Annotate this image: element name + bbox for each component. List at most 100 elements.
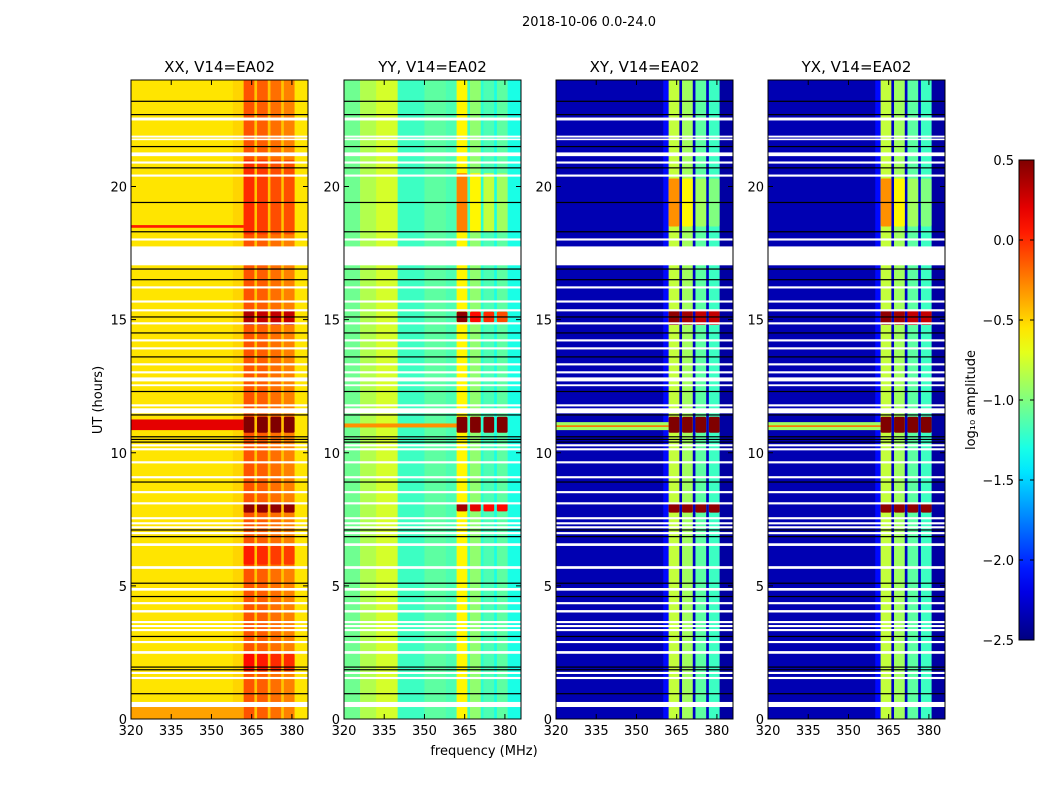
flagged-row bbox=[131, 543, 308, 546]
flagged-row bbox=[768, 339, 945, 342]
heatmap-column bbox=[706, 80, 710, 719]
x-tick-label: 350 bbox=[412, 724, 437, 739]
row-boundary-line bbox=[344, 481, 521, 483]
row-boundary-line bbox=[344, 438, 521, 441]
flagged-row bbox=[344, 377, 521, 382]
flagged-row bbox=[131, 522, 308, 525]
x-tick-label: 335 bbox=[159, 724, 184, 739]
y-tick-label: 10 bbox=[323, 447, 340, 462]
flagged-row bbox=[131, 135, 308, 138]
flagged-row bbox=[768, 408, 945, 414]
rfi-burst bbox=[283, 416, 295, 433]
heatmap-column bbox=[232, 80, 244, 719]
flagged-row bbox=[131, 152, 308, 157]
heatmap-column bbox=[880, 80, 892, 719]
row-boundary-line bbox=[556, 438, 733, 441]
rfi-burst bbox=[257, 545, 268, 565]
row-boundary-line bbox=[131, 693, 308, 695]
row-boundary-line bbox=[768, 536, 945, 538]
colorbar-tick-label: −2.0 bbox=[982, 554, 1014, 569]
flagged-row bbox=[344, 522, 521, 525]
figure-title: 2018-10-06 0.0-24.0 bbox=[522, 15, 656, 30]
flagged-row bbox=[344, 309, 521, 312]
rfi-burst bbox=[668, 503, 680, 513]
row-boundary-line bbox=[131, 145, 308, 148]
flagged-row bbox=[131, 651, 308, 654]
flagged-row bbox=[131, 444, 308, 447]
row-boundary-line bbox=[556, 100, 733, 102]
x-tick-label: 380 bbox=[704, 724, 729, 739]
flagged-row bbox=[556, 671, 733, 675]
x-tick-label: 320 bbox=[119, 724, 144, 739]
flagged-row bbox=[556, 621, 733, 624]
rfi-burst bbox=[920, 503, 932, 513]
flagged-row bbox=[768, 138, 945, 141]
flagged-row bbox=[344, 363, 521, 366]
row-boundary-line bbox=[556, 316, 733, 318]
row-boundary-line bbox=[556, 582, 733, 584]
row-boundary-line bbox=[768, 693, 945, 695]
colorbar-tick-label: −1.0 bbox=[982, 394, 1014, 409]
flagged-row bbox=[768, 347, 945, 350]
flagged-row bbox=[131, 363, 308, 366]
rfi-burst bbox=[708, 416, 720, 433]
row-boundary-line bbox=[131, 114, 308, 116]
rfi-burst bbox=[257, 416, 268, 433]
rfi-burst bbox=[894, 416, 905, 433]
flagged-row bbox=[131, 300, 308, 303]
flagged-row bbox=[344, 384, 521, 387]
flagged-row bbox=[556, 377, 733, 382]
row-boundary-line bbox=[556, 231, 733, 233]
row-boundary-line bbox=[131, 582, 308, 584]
row-boundary-line bbox=[768, 356, 945, 358]
heatmap-column bbox=[663, 80, 669, 719]
flagged-row bbox=[556, 309, 733, 312]
row-boundary-line bbox=[768, 114, 945, 116]
flagged-row bbox=[131, 404, 308, 407]
row-boundary-line bbox=[556, 114, 733, 116]
row-boundary-line bbox=[131, 268, 308, 270]
row-boundary-line bbox=[556, 279, 733, 281]
rfi-burst bbox=[668, 416, 680, 433]
row-boundary-line bbox=[556, 414, 733, 416]
rfi-burst bbox=[243, 653, 255, 672]
heatmap-column bbox=[480, 80, 484, 719]
rfi-burst bbox=[283, 653, 295, 672]
row-boundary-line bbox=[131, 316, 308, 318]
row-boundary-line bbox=[131, 441, 308, 443]
flagged-row bbox=[344, 444, 521, 447]
flagged-row bbox=[131, 377, 308, 382]
flagged-row bbox=[556, 363, 733, 366]
flagged-row bbox=[556, 522, 733, 525]
flagged-row bbox=[131, 246, 308, 266]
row-boundary-line bbox=[131, 414, 308, 416]
row-boundary-line bbox=[768, 582, 945, 584]
rfi-burst bbox=[907, 503, 919, 513]
flagged-row bbox=[344, 448, 521, 451]
heatmap-column bbox=[243, 80, 255, 719]
flagged-row bbox=[131, 347, 308, 350]
panel-3: YX, V14=EA02 320 335 350 365 380 0 5 10 15 20 bbox=[747, 58, 946, 739]
flagged-row bbox=[768, 526, 945, 529]
heatmap-column bbox=[918, 80, 922, 719]
flagged-row bbox=[131, 408, 308, 414]
rfi-burst bbox=[243, 416, 255, 433]
rfi-burst bbox=[920, 416, 932, 433]
row-boundary-line bbox=[131, 332, 308, 334]
y-tick-label: 20 bbox=[535, 181, 552, 196]
x-tick-label: 380 bbox=[279, 724, 304, 739]
x-tick-label: 365 bbox=[452, 724, 477, 739]
flagged-row bbox=[556, 384, 733, 387]
flagged-row bbox=[768, 286, 945, 289]
row-boundary-line bbox=[344, 316, 521, 318]
colorbar-tick-label: −2.5 bbox=[982, 634, 1014, 649]
flagged-row bbox=[344, 117, 521, 121]
flagged-row bbox=[556, 676, 733, 680]
rfi-burst bbox=[682, 503, 693, 513]
flagged-row bbox=[556, 161, 733, 164]
flagged-row bbox=[556, 640, 733, 644]
x-tick-label: 365 bbox=[664, 724, 689, 739]
flagged-row bbox=[131, 621, 308, 624]
flagged-row bbox=[768, 517, 945, 520]
row-boundary-line bbox=[556, 441, 733, 443]
